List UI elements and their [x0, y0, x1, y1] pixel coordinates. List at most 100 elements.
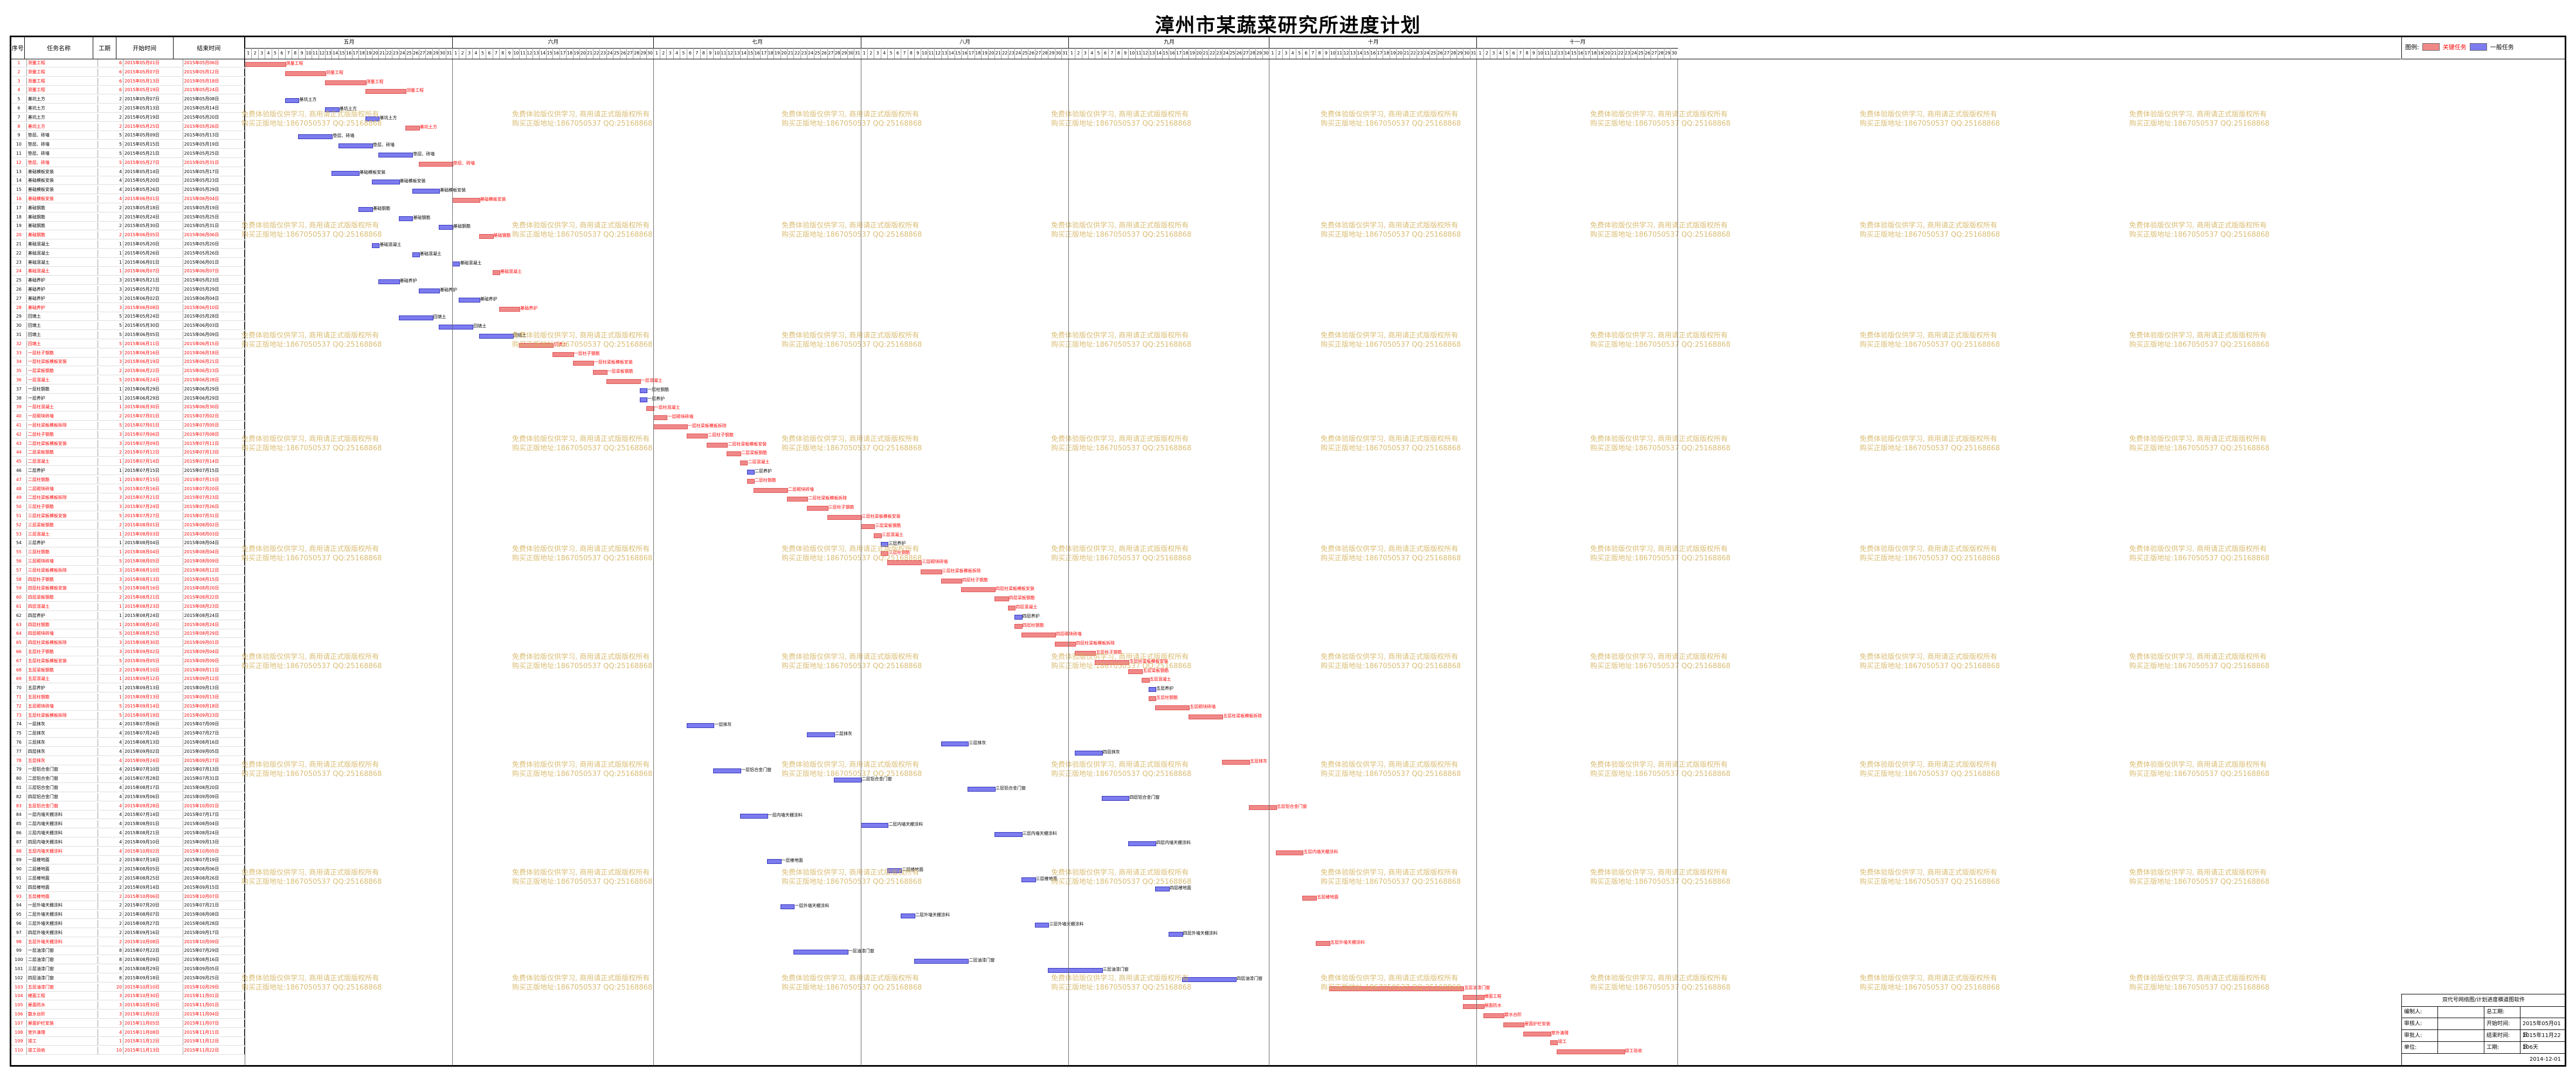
- watermark-text: 免费体验版仅供学习, 商用请正式版版权所有 购买正版地址:1867050537 Q…: [512, 868, 652, 887]
- task-end: 2015年05月19日: [183, 141, 245, 149]
- watermark-line: 免费体验版仅供学习, 商用请正式版版权所有: [512, 974, 650, 983]
- task-bar-label: 测量工程: [366, 79, 384, 84]
- task-bar-label: 五层砌块砖墙: [1190, 704, 1216, 709]
- task-duration: 5: [98, 376, 124, 384]
- task-row: 26 基础养护 3 2015年05月27日 2015年05月29日: [11, 286, 245, 294]
- task-bar-label: 垫层、砖墙: [413, 152, 435, 156]
- day-header-cell: 22: [793, 48, 800, 59]
- day-header-cell: 4: [880, 48, 887, 59]
- task-id: 7: [11, 113, 27, 121]
- task-start: 2015年05月21日: [123, 277, 183, 285]
- task-row: 94 一层外墙天棚涂料 2 2015年07月20日 2015年07月21日: [11, 902, 245, 910]
- day-header-cell: 24: [1422, 48, 1429, 59]
- watermark-line: 免费体验版仅供学习, 商用请正式版版权所有: [241, 222, 379, 230]
- watermark-text: 免费体验版仅供学习, 商用请正式版版权所有 购买正版地址:1867050537 Q…: [1051, 435, 1191, 453]
- watermark-line: 免费体验版仅供学习, 商用请正式版版权所有: [1321, 435, 1459, 443]
- task-duration: 5: [98, 558, 124, 565]
- task-duration: 2: [98, 875, 124, 882]
- task-duration: 3: [98, 440, 124, 448]
- task-name: 五层柱梁板模板拆除: [27, 711, 99, 719]
- task-start: 2015年06月22日: [123, 367, 183, 375]
- task-end: 2015年07月31日: [183, 775, 245, 783]
- task-start: 2015年07月14日: [123, 811, 183, 819]
- task-name: 基坑土方: [27, 113, 99, 121]
- task-id: 68: [11, 666, 27, 674]
- task-start: 2015年05月30日: [123, 322, 183, 330]
- day-header-cell: 18: [974, 48, 981, 59]
- task-bar-label: 四层混凝土: [1016, 605, 1038, 609]
- task-id: 6: [11, 105, 27, 112]
- watermark-text: 免费体验版仅供学习, 商用请正式版版权所有 购买正版地址:1867050537 Q…: [1590, 435, 1730, 453]
- task-id: 98: [11, 938, 27, 946]
- day-header-cell: 6: [686, 48, 693, 59]
- watermark-text: 免费体验版仅供学习, 商用请正式版版权所有 购买正版地址:1867050537 Q…: [1590, 110, 1730, 128]
- month-header-cell: 十一月: [1476, 37, 1678, 49]
- day-header-cell: 3: [258, 48, 265, 59]
- watermark-line: 购买正版地址:1867050537 QQ:25168868: [2129, 878, 2270, 886]
- task-name: 一层外墙天棚涂料: [27, 902, 99, 910]
- task-duration: 2: [98, 122, 124, 131]
- task-end: 2015年07月27日: [183, 730, 245, 738]
- task-id: 85: [11, 820, 27, 828]
- task-duration: 5: [98, 150, 124, 157]
- task-bar-label: 基础钢筋: [453, 224, 471, 229]
- day-header-cell: 24: [1222, 48, 1228, 59]
- task-id: 97: [11, 929, 27, 937]
- task-name: 基础养护: [27, 286, 99, 293]
- day-header-cell: 17: [1584, 48, 1590, 59]
- task-id: 1: [11, 59, 27, 67]
- watermark-line: 免费体验版仅供学习, 商用请正式版版权所有: [512, 869, 650, 877]
- task-start: 2015年08月24日: [123, 621, 183, 629]
- task-start: 2015年07月14日: [123, 458, 183, 466]
- task-duration: 3: [98, 1019, 124, 1027]
- day-header-cell: 22: [592, 48, 599, 59]
- task-end: 2015年09月11日: [183, 666, 245, 674]
- task-name: 四层砌块砖墙: [27, 630, 99, 638]
- task-start: 2015年09月02日: [123, 747, 183, 756]
- task-start: 2015年08月13日: [123, 575, 183, 583]
- task-start: 2015年09月13日: [123, 684, 183, 692]
- task-duration: 2: [98, 911, 124, 919]
- task-row: 75 二层抹灰 4 2015年07月24日 2015年07月27日: [11, 730, 245, 738]
- watermark-line: 免费体验版仅供学习, 商用请正式版版权所有: [2129, 653, 2267, 661]
- task-end: 2015年05月18日: [183, 77, 245, 85]
- task-start: 2015年07月21日: [123, 494, 183, 502]
- task-bar-label: 楼面工程: [1484, 994, 1502, 999]
- task-name: 四层抹灰: [27, 747, 99, 756]
- day-header-cell: 15: [954, 48, 961, 59]
- watermark-line: 购买正版地址:1867050537 QQ:25168868: [1860, 770, 2000, 778]
- watermark-line: 免费体验版仅供学习, 商用请正式版版权所有: [1860, 435, 1998, 443]
- task-bar: [961, 587, 996, 593]
- watermark-line: 免费体验版仅供学习, 商用请正式版版权所有: [1860, 111, 1998, 119]
- task-id: 37: [11, 385, 27, 393]
- task-duration: 5: [98, 340, 124, 348]
- task-row: 92 四层楼地面 2 2015年09月14日 2015年09月15日: [11, 883, 245, 892]
- watermark-line: 免费体验版仅供学习, 商用请正式版版权所有: [512, 332, 650, 340]
- task-bar: [285, 98, 300, 104]
- day-header-cell: 12: [318, 48, 325, 59]
- info-value: 2015年05月01日: [2522, 1021, 2561, 1038]
- watermark-line: 免费体验版仅供学习, 商用请正式版版权所有: [1860, 974, 1998, 983]
- task-name: 五层柱钢筋: [27, 694, 99, 701]
- day-header-cell: 9: [1122, 48, 1128, 59]
- day-header-cell: 14: [1356, 48, 1363, 59]
- task-end: 2015年06月10日: [183, 304, 245, 312]
- task-id: 91: [11, 875, 27, 882]
- task-name: 屋面防水: [27, 1001, 99, 1010]
- task-bar: [418, 161, 453, 167]
- task-row: 110 竣工验收 10 2015年11月13日 2015年11月22日: [11, 1047, 245, 1055]
- task-start: 2015年06月05日: [123, 231, 183, 239]
- task-row: 3 测量工程 6 2015年05月13日 2015年05月18日: [11, 77, 245, 86]
- task-bar: [1048, 968, 1103, 973]
- task-id: 11: [11, 150, 27, 157]
- month-header-cell: 八月: [860, 37, 1069, 49]
- task-bar-label: 一层油漆门窗: [848, 949, 874, 954]
- task-row: 59 四层柱梁板模板安装 5 2015年08月16日 2015年08月20日: [11, 585, 245, 593]
- task-row: 53 三层混凝土 1 2015年08月03日 2015年08月03日: [11, 530, 245, 539]
- task-row: 31 回填土 5 2015年06月05日 2015年06月09日: [11, 331, 245, 339]
- task-duration: 6: [98, 59, 124, 67]
- task-end: 2015年08月22日: [183, 594, 245, 602]
- day-header-cell: 14: [1155, 48, 1162, 59]
- task-start: 2015年09月16日: [123, 929, 183, 937]
- task-start: 2015年11月02日: [123, 1011, 183, 1018]
